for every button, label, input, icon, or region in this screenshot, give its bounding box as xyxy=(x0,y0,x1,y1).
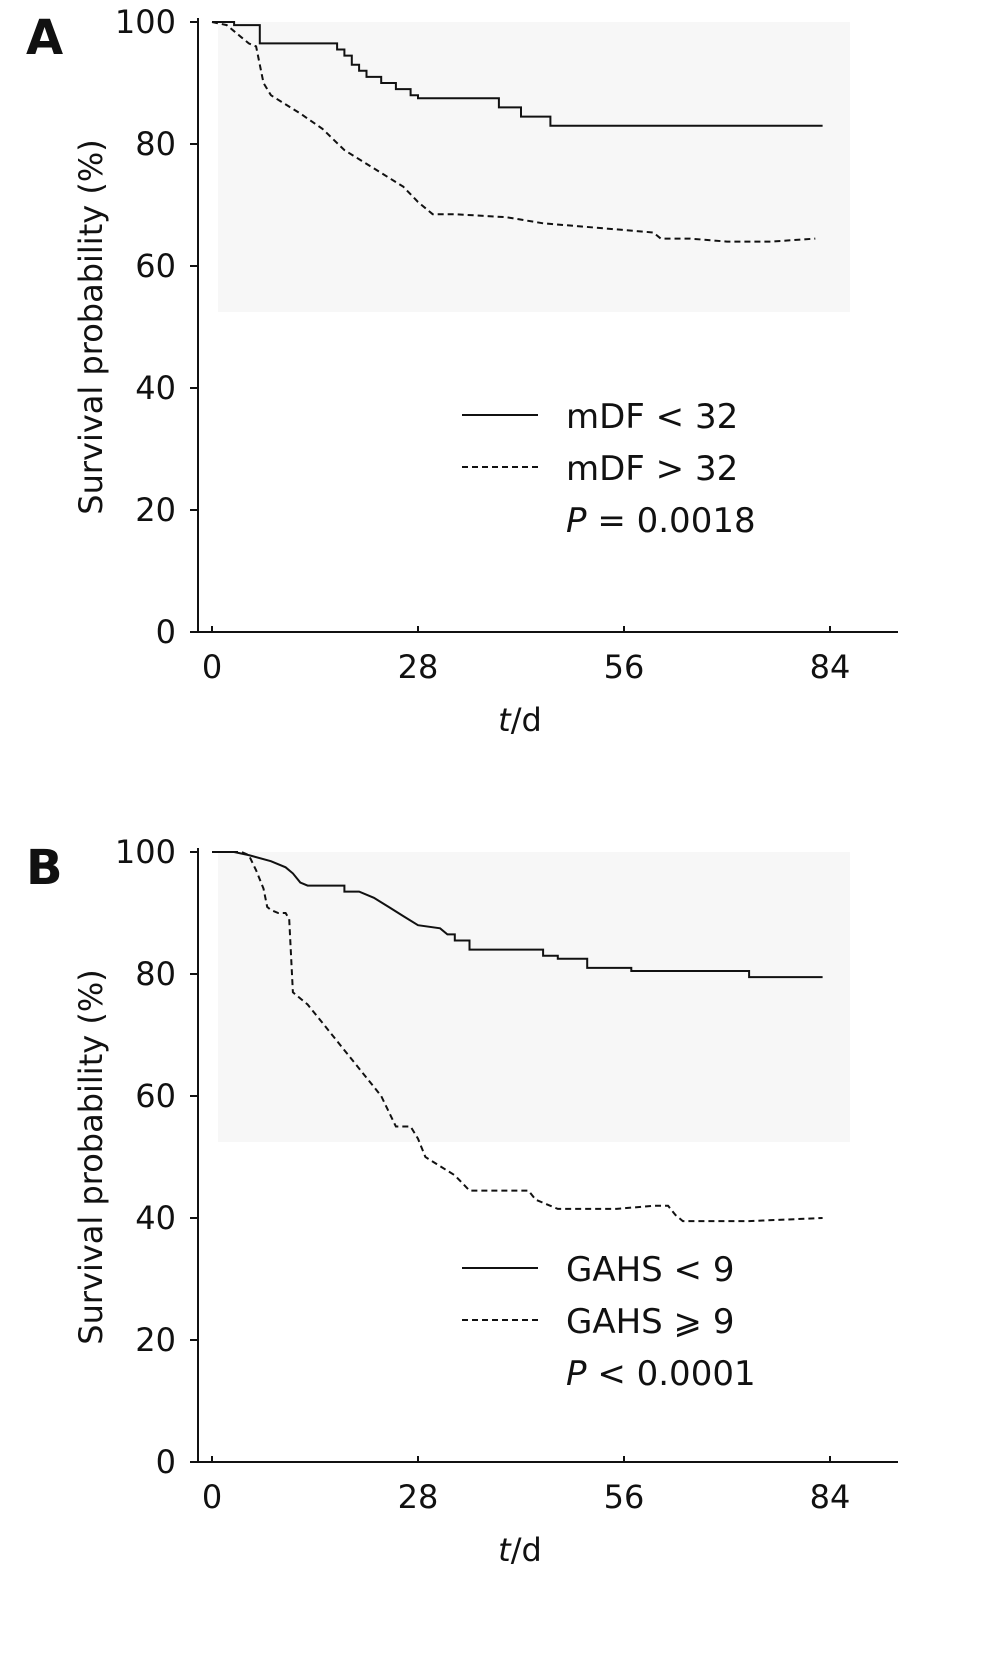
panel-a: A 0 20 40 60 80 100 0 28 56 84 Survival probability… xyxy=(26,3,898,739)
y-axis-title: Survival probability (%) xyxy=(72,139,110,514)
x-tick-label: 28 xyxy=(398,648,439,686)
x-tick-label: 56 xyxy=(604,648,645,686)
x-tick-label: 0 xyxy=(202,1478,222,1516)
x-tick-label: 84 xyxy=(810,648,851,686)
y-tick-label: 0 xyxy=(156,613,176,651)
panel-label: B xyxy=(26,840,63,896)
survival-curve-solid xyxy=(212,21,823,127)
legend-label: GAHS < 9 xyxy=(566,1250,735,1290)
p-value-label: P < 0.0001 xyxy=(566,1354,756,1394)
x-tick-label: 56 xyxy=(604,1478,645,1516)
x-tick-label: 28 xyxy=(398,1478,439,1516)
y-tick-label: 20 xyxy=(135,1321,176,1359)
panel-label: A xyxy=(26,10,63,66)
plot-background xyxy=(218,852,850,1142)
km-chart-b: B 0 20 40 60 80 100 0 28 56 84 Survival probability… xyxy=(26,833,898,1569)
y-tick-label: 80 xyxy=(135,955,176,993)
y-tick-label: 20 xyxy=(135,491,176,529)
km-chart-a: A 0 20 40 60 80 100 0 28 56 84 Survival probability… xyxy=(26,3,898,739)
x-tick-label: 0 xyxy=(202,648,222,686)
y-tick-label: 100 xyxy=(115,833,176,871)
panel-b: B 0 20 40 60 80 100 0 28 56 84 Survival probability… xyxy=(0,830,1000,1660)
legend-label: GAHS ⩾ 9 xyxy=(566,1302,735,1342)
y-tick-label: 100 xyxy=(115,3,176,41)
y-tick-label: 40 xyxy=(135,369,176,407)
x-axis-title: t/d xyxy=(498,701,542,739)
legend-label: mDF > 32 xyxy=(566,449,738,489)
y-tick-label: 40 xyxy=(135,1199,176,1237)
plot-background xyxy=(218,22,850,312)
y-tick-label: 0 xyxy=(156,1443,176,1481)
y-tick-label: 60 xyxy=(135,1077,176,1115)
x-tick-label: 84 xyxy=(810,1478,851,1516)
y-tick-label: 80 xyxy=(135,125,176,163)
survival-curve-solid xyxy=(212,851,823,979)
p-value-label: P = 0.0018 xyxy=(566,501,756,541)
x-axis-title: t/d xyxy=(498,1531,542,1569)
survival-curve-dashed xyxy=(211,21,816,243)
y-axis-title: Survival probability (%) xyxy=(72,969,110,1344)
legend-label: mDF < 32 xyxy=(566,397,738,437)
y-tick-label: 60 xyxy=(135,247,176,285)
